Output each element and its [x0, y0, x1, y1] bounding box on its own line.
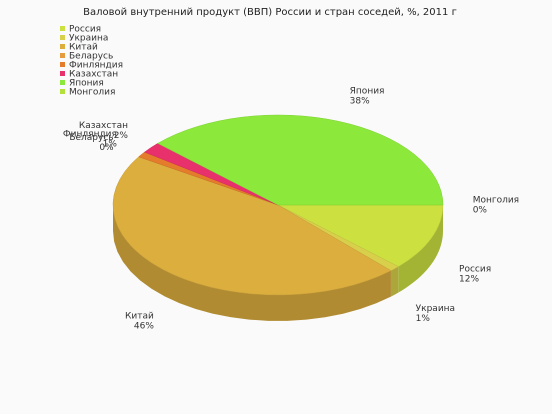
slice-labels: Монголия0%Россия12%Украина1%Китай46%Бела…: [63, 87, 519, 332]
slice-side: [390, 266, 399, 297]
slice-value-label: 2%: [114, 131, 129, 141]
slice: [277, 204, 444, 267]
legend-label: Украина: [69, 34, 108, 44]
legend-label: Финляндия: [69, 61, 123, 71]
legend-swatch: [60, 35, 65, 40]
slice: [112, 156, 392, 296]
legend-label: Япония: [69, 79, 104, 89]
legend-label: Китай: [69, 43, 98, 53]
slice-label: Казахстан: [79, 121, 128, 131]
slice-label: Россия: [459, 265, 491, 275]
legend-label: Россия: [69, 25, 101, 35]
legend-swatch: [60, 89, 65, 94]
slice-value-label: 46%: [134, 322, 154, 332]
slice-value-label: 12%: [459, 275, 479, 285]
slice-label: Китай: [125, 312, 154, 322]
slice-value-label: 0%: [99, 143, 114, 153]
slice: [157, 114, 444, 206]
slice-label: Беларусь: [69, 133, 113, 143]
legend-swatch: [60, 71, 65, 76]
pie-tops: [112, 114, 444, 296]
slice-value-label: 1%: [416, 314, 431, 324]
legend-label: Монголия: [69, 88, 115, 98]
slice-value-label: 1%: [103, 140, 118, 150]
slice-side: [398, 205, 443, 293]
chart-title: Валовой внутренний продукт (ВВП) России …: [83, 7, 457, 18]
legend-swatch: [60, 62, 65, 67]
legend-label: Беларусь: [69, 52, 113, 62]
slice-value-label: 0%: [473, 206, 488, 216]
slice-value-label: 38%: [350, 97, 370, 107]
slice-label: Финляндия: [63, 130, 117, 140]
legend: РоссияУкраинаКитайБеларусьФинляндияКазах…: [60, 25, 123, 98]
slice-label: Украина: [416, 304, 455, 314]
slice-label: Япония: [350, 87, 385, 97]
legend-swatch: [60, 53, 65, 58]
legend-swatch: [60, 26, 65, 31]
legend-label: Казахстан: [69, 70, 118, 80]
legend-swatch: [60, 80, 65, 85]
legend-swatch: [60, 44, 65, 49]
slice-label: Монголия: [473, 196, 519, 206]
